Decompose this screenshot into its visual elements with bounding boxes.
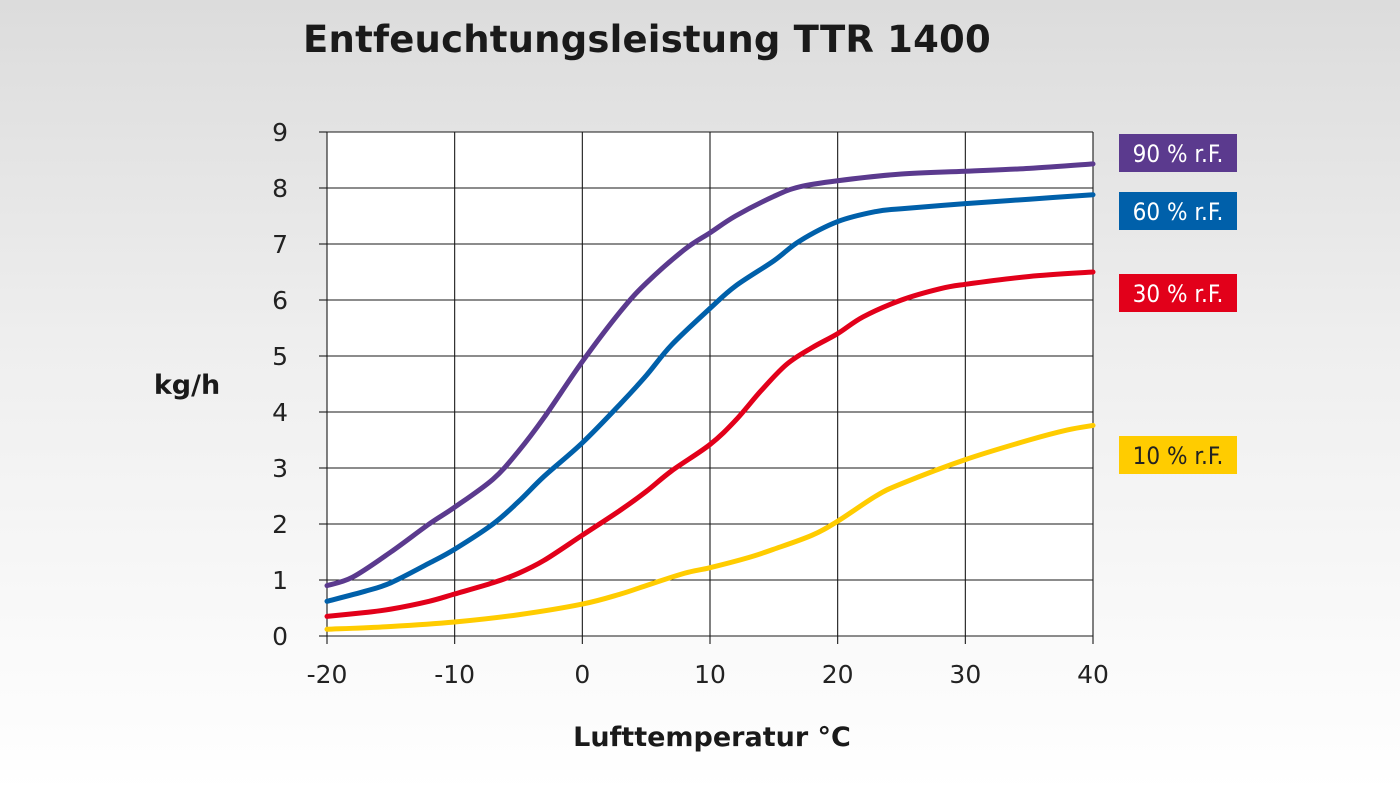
legend-swatch — [1119, 436, 1237, 474]
y-tick-label: 8 — [272, 174, 288, 203]
x-tick-label: 20 — [822, 660, 854, 689]
chart-title: Entfeuchtungsleistung TTR 1400 — [303, 18, 991, 61]
x-tick-label: 0 — [574, 660, 590, 689]
y-axis-label: kg/h — [154, 370, 220, 401]
y-tick-label: 5 — [272, 342, 288, 371]
y-tick-label: 0 — [272, 622, 288, 651]
y-tick-label: 6 — [272, 286, 288, 315]
series-lines — [324, 161, 1096, 632]
x-tick-label: 10 — [694, 660, 726, 689]
x-tick-label: 30 — [949, 660, 981, 689]
series-line — [324, 269, 1096, 619]
grid — [319, 131, 1094, 644]
x-tick-label: -20 — [307, 660, 348, 689]
legend-swatch — [1119, 134, 1237, 172]
series-line — [324, 422, 1096, 632]
y-tick-label: 2 — [272, 510, 288, 539]
y-tick-label: 9 — [272, 118, 288, 147]
legend: 90 % r.F. 60 % r.F. 30 % r.F. 10 % r.F. — [1119, 134, 1237, 474]
tick-labels: 0 1 2 3 4 5 6 7 8 9 -20 -10 0 10 20 30 40 — [272, 118, 1109, 689]
series-line — [324, 192, 1096, 604]
x-tick-label: 40 — [1077, 660, 1109, 689]
x-tick-label: -10 — [434, 660, 475, 689]
legend-label: 60 % r.F. — [1133, 198, 1224, 226]
legend-swatch — [1119, 192, 1237, 230]
y-tick-label: 4 — [272, 398, 288, 427]
y-tick-label: 3 — [272, 454, 288, 483]
legend-swatch — [1119, 274, 1237, 312]
x-axis-label: Lufttemperatur °C — [573, 722, 851, 753]
y-tick-label: 1 — [272, 566, 288, 595]
legend-label: 30 % r.F. — [1133, 280, 1224, 308]
legend-label: 90 % r.F. — [1133, 140, 1224, 168]
y-tick-label: 7 — [272, 230, 288, 259]
legend-label: 10 % r.F. — [1133, 442, 1224, 470]
series-line — [324, 161, 1096, 589]
